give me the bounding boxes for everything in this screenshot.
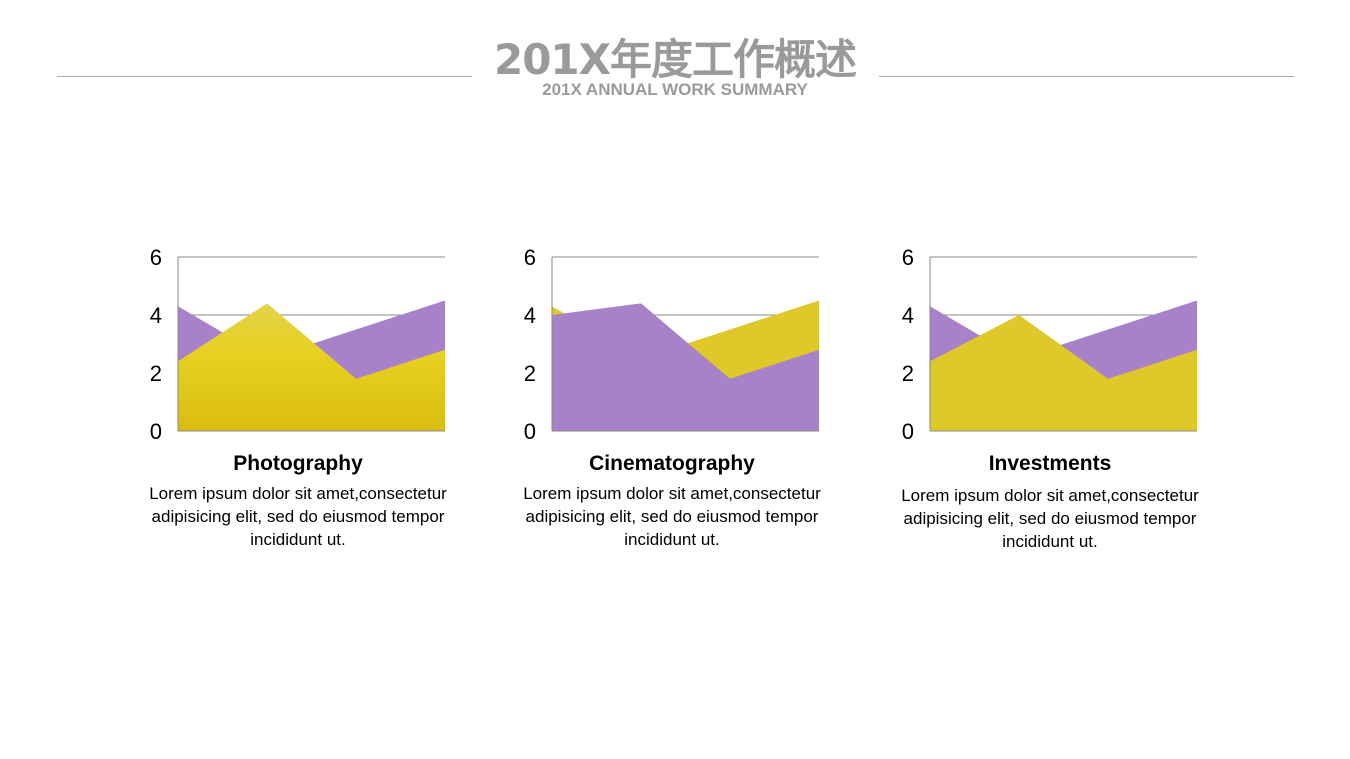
area-series-2 — [930, 315, 1197, 431]
chart-title: Photography — [233, 452, 363, 475]
y-tick-label: 4 — [902, 303, 914, 328]
header-rule-left — [57, 76, 472, 77]
chart-description: Lorem ipsum dolor sit amet,consectetur a… — [149, 484, 447, 549]
y-tick-label: 4 — [150, 303, 162, 328]
area-series-2 — [552, 303, 819, 431]
area-series-2 — [178, 303, 445, 431]
page-title: 201X年度工作概述 — [493, 35, 857, 84]
y-tick-label: 0 — [524, 419, 536, 440]
y-tick-label: 2 — [902, 361, 914, 386]
y-tick-label: 6 — [150, 245, 162, 270]
y-tick-label: 0 — [902, 419, 914, 440]
y-tick-label: 2 — [150, 361, 162, 386]
chart-description: Lorem ipsum dolor sit amet,consectetur a… — [523, 484, 821, 549]
chart-photography: 0 2 4 6 — [150, 245, 445, 440]
chart-investments: 0 2 4 6 — [902, 245, 1197, 440]
chart-description: Lorem ipsum dolor sit amet,consectetur a… — [901, 486, 1199, 551]
chart-title: Cinematography — [589, 452, 755, 475]
chart-title: Investments — [988, 452, 1112, 475]
page-subtitle: 201X ANNUAL WORK SUMMARY — [542, 80, 808, 99]
y-tick-label: 6 — [902, 245, 914, 270]
y-tick-label: 0 — [150, 419, 162, 440]
y-tick-label: 6 — [524, 245, 536, 270]
y-tick-label: 2 — [524, 361, 536, 386]
y-tick-label: 4 — [524, 303, 536, 328]
header-rule-right — [879, 76, 1294, 77]
chart-cinematography: 0 2 4 6 — [524, 245, 819, 440]
